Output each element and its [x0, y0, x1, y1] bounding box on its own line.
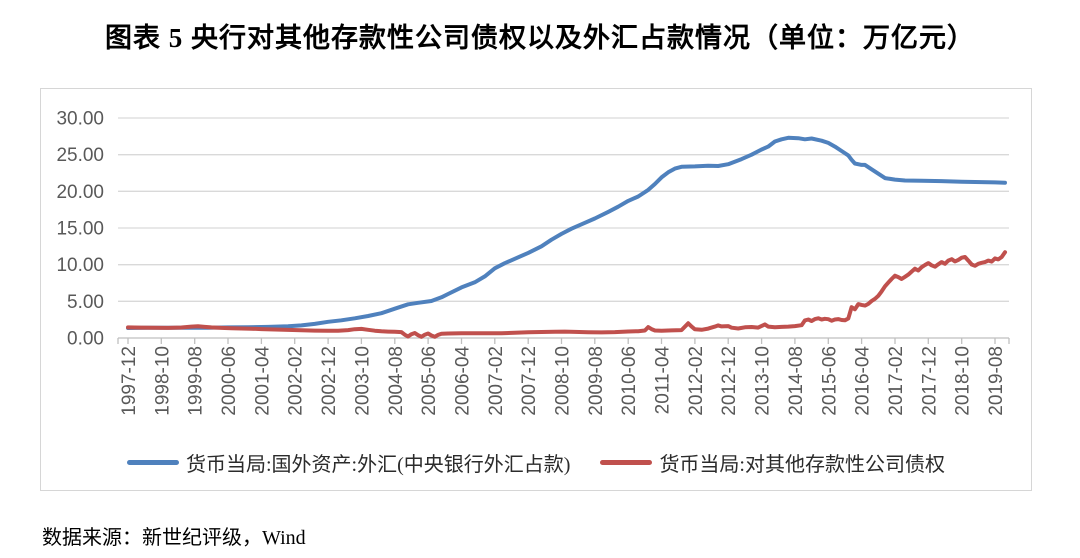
svg-text:2012-12: 2012-12 [719, 346, 740, 416]
legend-swatch-blue-line [127, 460, 179, 465]
svg-text:2012-02: 2012-02 [686, 346, 707, 416]
legend-item-claims-on-odcs: 货币当局:对其他存款性公司债权 [600, 448, 945, 477]
svg-text:25.00: 25.00 [56, 145, 104, 166]
svg-text:2018-10: 2018-10 [953, 346, 974, 416]
legend-label-forex-holdings: 货币当局:国外资产:外汇(中央银行外汇占款) [186, 454, 571, 476]
legend-label-claims-on-odcs: 货币当局:对其他存款性公司债权 [659, 454, 945, 476]
svg-text:2016-04: 2016-04 [853, 346, 874, 416]
svg-text:2014-08: 2014-08 [786, 346, 807, 416]
svg-text:2007-02: 2007-02 [486, 346, 507, 416]
legend-item-forex-holdings: 货币当局:国外资产:外汇(中央银行外汇占款) [127, 448, 570, 477]
chart-title: 图表 5 央行对其他存款性公司债权以及外汇占款情况（单位：万亿元） [105, 23, 975, 53]
svg-text:2017-12: 2017-12 [919, 346, 940, 416]
svg-text:2009-08: 2009-08 [586, 346, 607, 416]
x-axis [117, 338, 1010, 344]
svg-text:10.00: 10.00 [56, 255, 104, 276]
svg-text:30.00: 30.00 [56, 109, 104, 130]
svg-text:2006-04: 2006-04 [453, 346, 474, 416]
svg-text:2002-02: 2002-02 [286, 346, 307, 416]
svg-text:2007-12: 2007-12 [519, 346, 540, 416]
svg-text:2015-06: 2015-06 [819, 346, 840, 416]
svg-text:2000-06: 2000-06 [219, 346, 240, 416]
svg-text:2010-06: 2010-06 [619, 346, 640, 416]
svg-text:2008-10: 2008-10 [553, 346, 574, 416]
svg-text:5.00: 5.00 [67, 292, 104, 313]
data-source-note: 数据来源：新世纪评级，Wind [42, 527, 306, 549]
svg-text:2001-04: 2001-04 [252, 346, 273, 416]
svg-text:0.00: 0.00 [67, 329, 104, 350]
svg-text:2019-08: 2019-08 [986, 346, 1007, 416]
svg-text:2005-06: 2005-06 [419, 346, 440, 416]
svg-text:1998-10: 1998-10 [152, 346, 173, 416]
svg-text:1997-12: 1997-12 [119, 346, 140, 416]
svg-text:20.00: 20.00 [56, 182, 104, 203]
svg-text:2003-10: 2003-10 [352, 346, 373, 416]
y-axis-labels: 0.00 5.00 10.00 15.00 20.00 25.00 30.00 [56, 109, 104, 350]
gridlines [118, 117, 1009, 339]
legend-swatch-red-line [600, 460, 653, 465]
data-series [126, 135, 1007, 339]
svg-text:1999-08: 1999-08 [186, 346, 207, 416]
svg-text:2017-02: 2017-02 [886, 346, 907, 416]
legend: 货币当局:国外资产:外汇(中央银行外汇占款) 货币当局:对其他存款性公司债权 [40, 448, 1032, 477]
svg-text:2013-10: 2013-10 [753, 346, 774, 416]
svg-text:15.00: 15.00 [56, 219, 104, 240]
svg-text:2004-08: 2004-08 [386, 346, 407, 416]
x-axis-labels: 1997-12 1998-10 1999-08 2000-06 2001-04 2002-… [119, 346, 1007, 416]
svg-text:2011-04: 2011-04 [653, 346, 674, 415]
svg-text:2002-12: 2002-12 [319, 346, 340, 416]
